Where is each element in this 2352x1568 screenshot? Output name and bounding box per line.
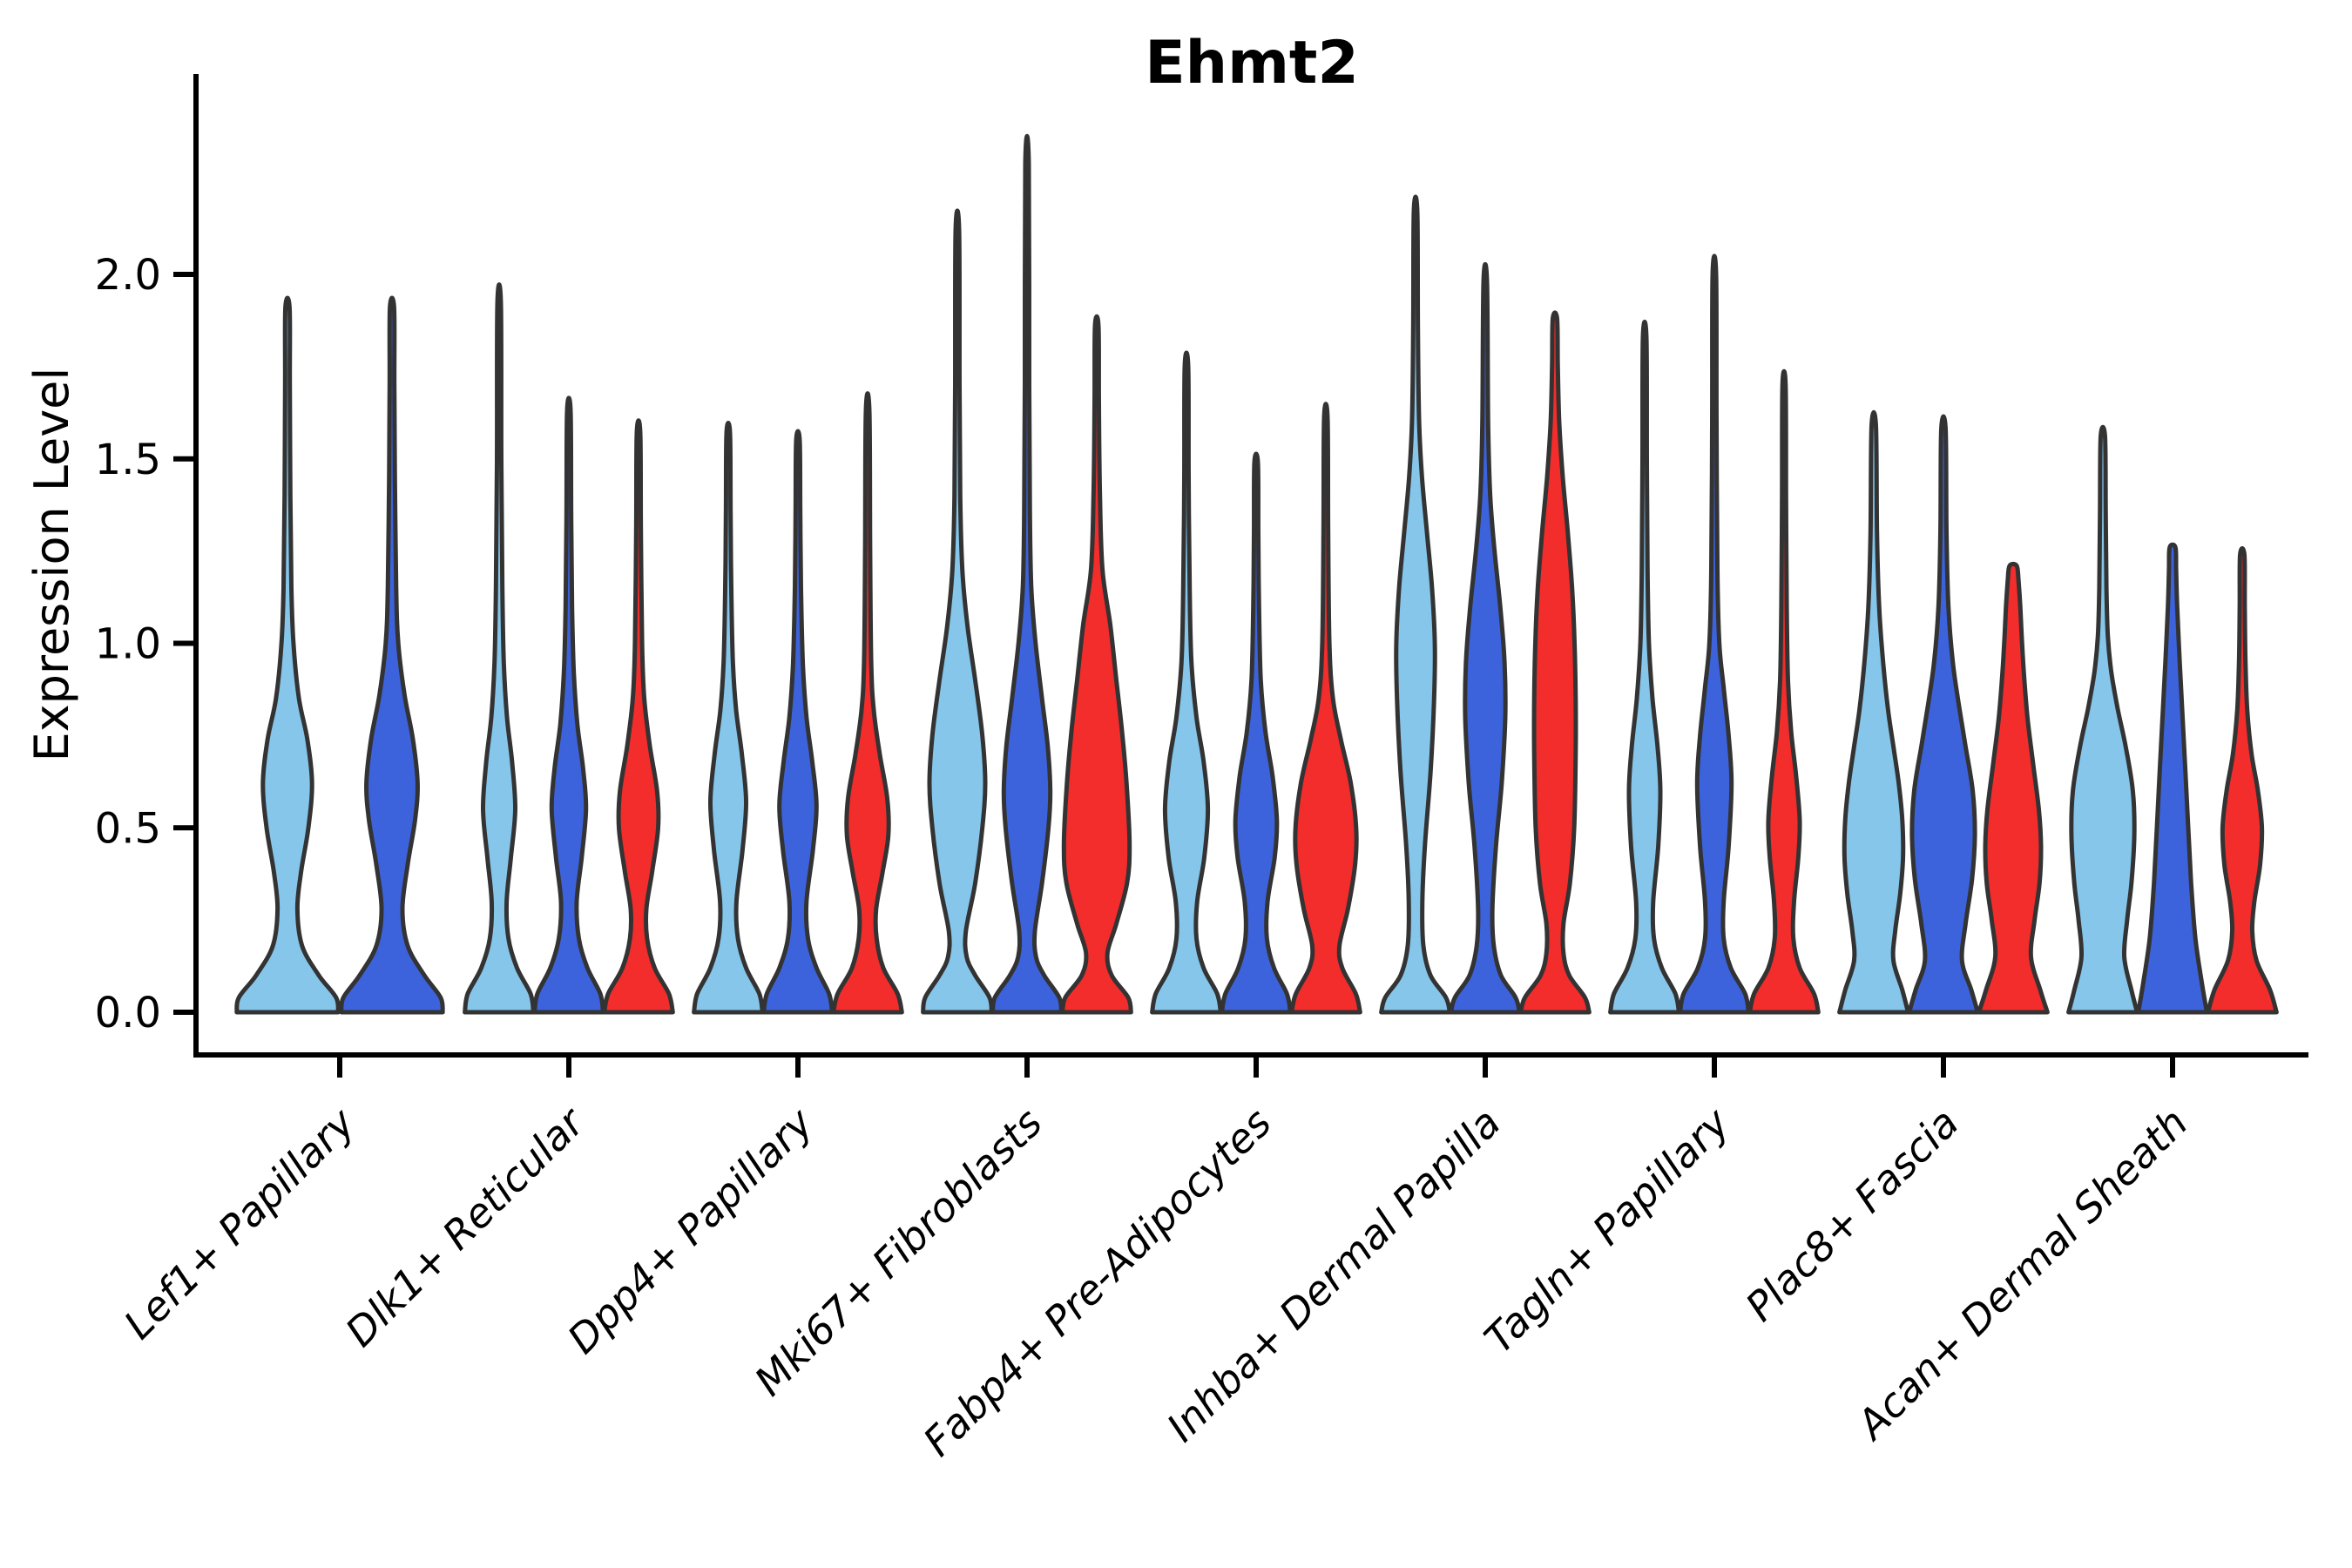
violins-layer <box>234 133 2279 1015</box>
x-tick-label: Dpp4+ Papillary <box>558 1098 822 1362</box>
violin <box>990 133 1064 1015</box>
y-tick-label: 2.0 <box>95 251 161 300</box>
violin <box>1289 402 1362 1015</box>
violin <box>1060 314 1133 1015</box>
violin <box>2206 545 2279 1015</box>
violin <box>1518 310 1592 1015</box>
y-tick-label: 1.0 <box>95 620 161 669</box>
violin <box>1379 194 1452 1015</box>
violin <box>1747 368 1821 1015</box>
violin <box>1608 320 1681 1015</box>
violin <box>463 282 536 1015</box>
violin <box>831 391 904 1015</box>
x-tick-label: Plac8+ Fascia <box>1736 1099 1967 1330</box>
violin <box>1220 451 1293 1015</box>
y-tick-label: 1.5 <box>95 436 161 484</box>
violin <box>1449 261 1522 1015</box>
violin <box>2066 424 2139 1015</box>
x-tick-label: Dlk1+ Reticular <box>336 1097 595 1355</box>
violin <box>1678 253 1751 1015</box>
violin <box>339 295 445 1015</box>
y-tick-label: 0.5 <box>95 804 161 853</box>
violin <box>921 208 994 1015</box>
violin <box>692 420 765 1015</box>
x-tick-label: Lef1+ Papillary <box>115 1098 364 1348</box>
y-tick-label: 0.0 <box>95 989 161 1037</box>
x-tick-label: Tagln+ Papillary <box>1475 1098 1739 1362</box>
violin <box>1907 414 1980 1015</box>
violin <box>532 395 605 1015</box>
plot-title: Ehmt2 <box>1145 29 1359 98</box>
y-axis-label: Expression Level <box>24 368 79 762</box>
violin <box>2136 542 2209 1015</box>
violin <box>1150 350 1223 1015</box>
violin <box>761 429 835 1015</box>
violin <box>1837 409 1910 1015</box>
violin <box>1977 561 2050 1015</box>
violin <box>602 418 675 1015</box>
violin <box>234 295 341 1015</box>
